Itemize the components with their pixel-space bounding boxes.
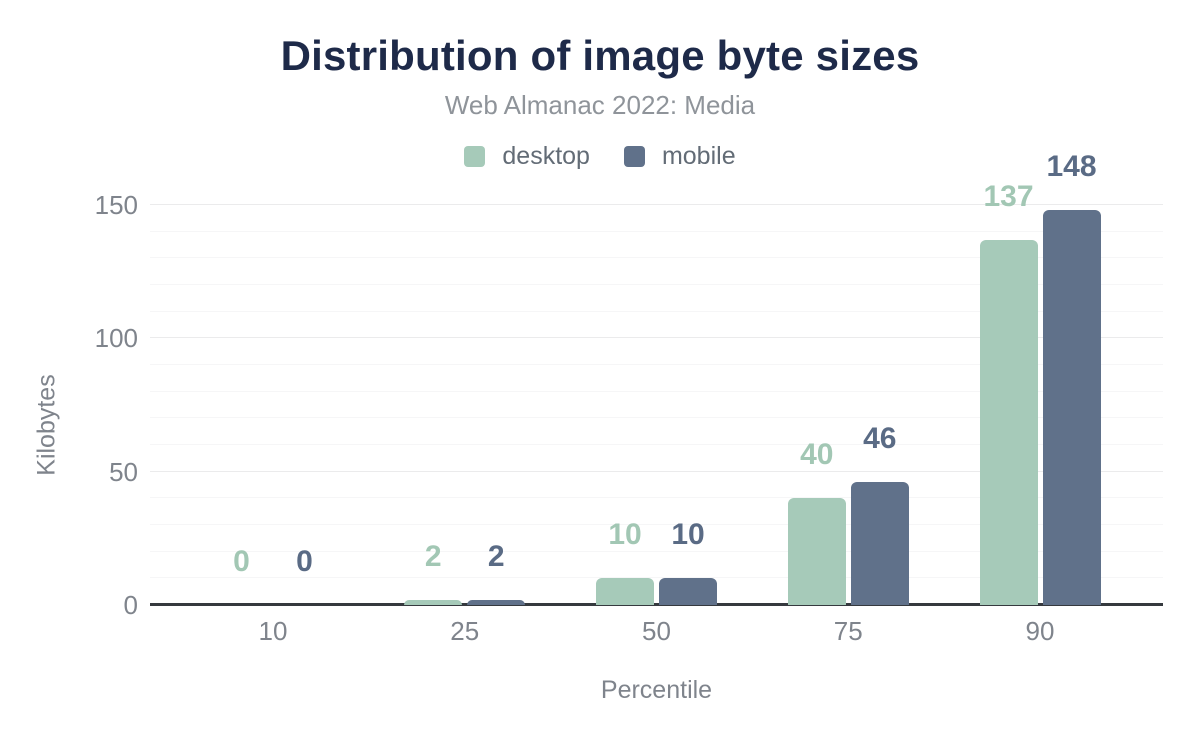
- x-tick-label: 25: [450, 616, 480, 646]
- minor-gridline: [150, 550, 1163, 552]
- mobile-bar: [1042, 210, 1101, 605]
- major-gridline: [150, 470, 1163, 472]
- legend-label: desktop: [502, 142, 590, 170]
- desktop-bar: [787, 498, 846, 605]
- mobile-bar: [467, 599, 526, 605]
- x-tick-label: 90: [1025, 616, 1055, 646]
- minor-gridline: [150, 284, 1163, 285]
- mobile-value-label: 148: [1046, 150, 1097, 184]
- desktop-bar: [596, 578, 654, 605]
- desktop-value-label: 10: [608, 518, 642, 552]
- mobile-bar: [850, 482, 909, 605]
- major-gridline: [150, 337, 1163, 339]
- desktop-value-label: 2: [424, 539, 442, 573]
- minor-gridline: [150, 310, 1163, 312]
- minor-gridline: [150, 230, 1163, 232]
- minor-gridline: [150, 417, 1163, 419]
- legend-item-desktop: desktop: [464, 142, 590, 171]
- minor-gridline: [150, 524, 1163, 525]
- minor-gridline: [150, 390, 1163, 392]
- chart-title: Distribution of image byte sizes: [280, 32, 920, 79]
- desktop-bar: [404, 599, 463, 605]
- major-gridline: [150, 204, 1163, 205]
- mobile-value-label: 10: [671, 518, 705, 552]
- x-tick-label: 50: [642, 616, 671, 646]
- minor-gridline: [150, 497, 1163, 499]
- y-tick-label: 100: [94, 323, 138, 354]
- legend-label: mobile: [661, 142, 736, 170]
- x-tick-label: 10: [258, 616, 288, 646]
- y-tick-label: 0: [123, 590, 138, 620]
- y-tick-label: 50: [109, 456, 138, 487]
- chart-subtitle: Web Almanac 2022: Media: [444, 90, 756, 120]
- y-tick-label: 150: [94, 190, 138, 220]
- mobile-swatch-icon: [623, 146, 645, 167]
- desktop-value-label: 40: [800, 438, 834, 472]
- desktop-swatch-icon: [464, 146, 486, 167]
- mobile-value-label: 0: [296, 545, 313, 578]
- minor-gridline: [150, 257, 1163, 259]
- x-axis-title: Percentile: [600, 676, 713, 704]
- mobile-value-label: 46: [863, 422, 897, 456]
- legend-item-mobile: mobile: [623, 142, 736, 171]
- desktop-bar: [979, 239, 1038, 605]
- minor-gridline: [150, 444, 1163, 445]
- mobile-value-label: 2: [487, 539, 505, 573]
- chart-legend: desktop mobile: [0, 142, 1200, 171]
- minor-gridline: [150, 577, 1163, 579]
- x-tick-label: 75: [833, 616, 863, 646]
- minor-gridline: [150, 364, 1163, 365]
- desktop-value-label: 137: [983, 179, 1034, 213]
- mobile-bar: [659, 578, 717, 605]
- x-axis-line: [150, 603, 1163, 606]
- plot-area: 0 0 2 2 10 10 40 46 137 148: [150, 152, 1163, 606]
- desktop-value-label: 0: [233, 545, 250, 578]
